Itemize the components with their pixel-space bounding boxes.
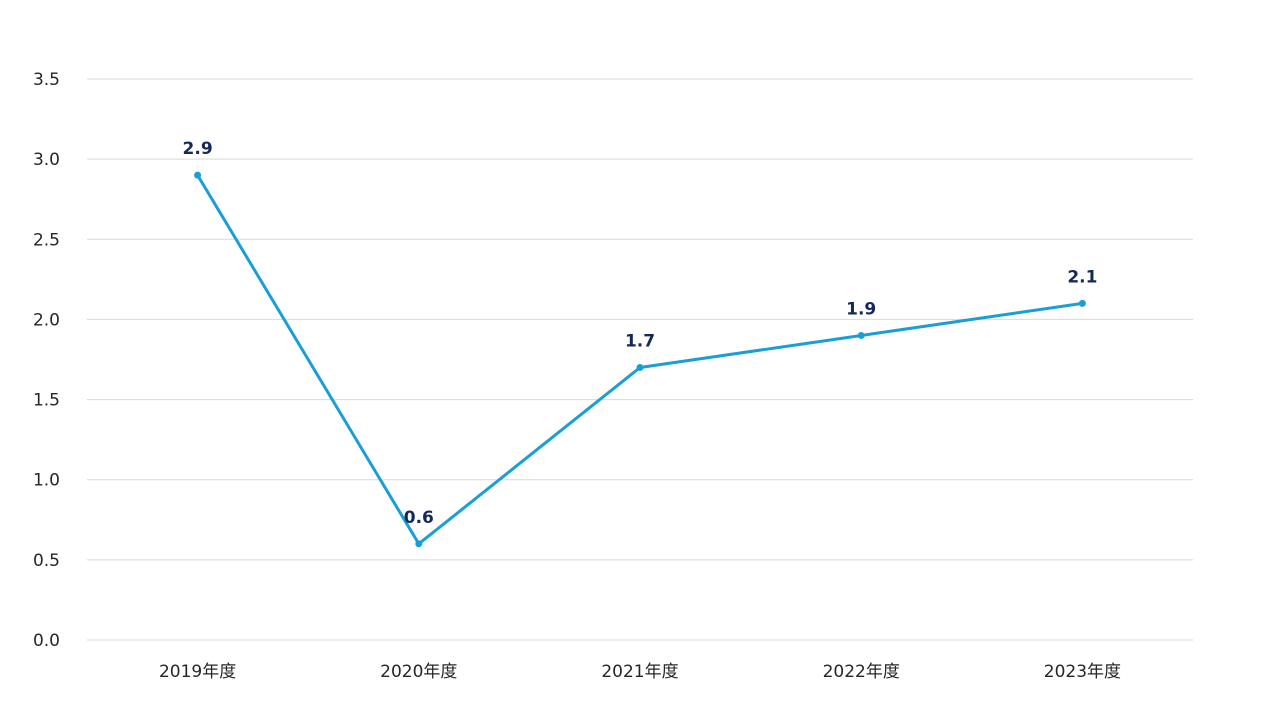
x-tick-label: 2021年度 — [601, 662, 678, 682]
y-tick-label: 3.5 — [33, 70, 60, 90]
data-point — [194, 171, 202, 179]
y-tick-label: 0.0 — [33, 631, 60, 651]
data-label: 0.6 — [404, 508, 434, 528]
x-tick-label: 2022年度 — [823, 662, 900, 682]
x-tick-label: 2020年度 — [380, 662, 457, 682]
data-point — [1078, 299, 1086, 307]
y-tick-label: 3.0 — [33, 150, 60, 170]
data-label: 2.1 — [1067, 267, 1097, 287]
y-axis: 0.0 0.5 1.0 1.5 2.0 2.5 3.0 3.5 — [33, 70, 60, 651]
data-point — [857, 331, 865, 339]
series-line — [196, 173, 1084, 546]
gridlines — [87, 78, 1193, 641]
y-tick-label: 1.0 — [33, 471, 60, 491]
y-tick-label: 2.0 — [33, 310, 60, 330]
y-tick-label: 2.5 — [33, 230, 60, 250]
series-group — [194, 171, 1086, 548]
data-point — [636, 364, 644, 372]
data-point — [415, 540, 423, 548]
data-labels: 2.9 0.6 1.7 1.9 2.1 — [183, 139, 1098, 528]
y-tick-label: 1.5 — [33, 391, 60, 411]
data-label: 1.9 — [846, 299, 876, 319]
data-label: 2.9 — [183, 139, 213, 159]
data-label: 1.7 — [625, 332, 655, 352]
x-tick-label: 2019年度 — [159, 662, 236, 682]
x-tick-label: 2023年度 — [1044, 662, 1121, 682]
x-axis: 2019年度 2020年度 2021年度 2022年度 2023年度 — [159, 662, 1121, 682]
y-tick-label: 0.5 — [33, 551, 60, 571]
